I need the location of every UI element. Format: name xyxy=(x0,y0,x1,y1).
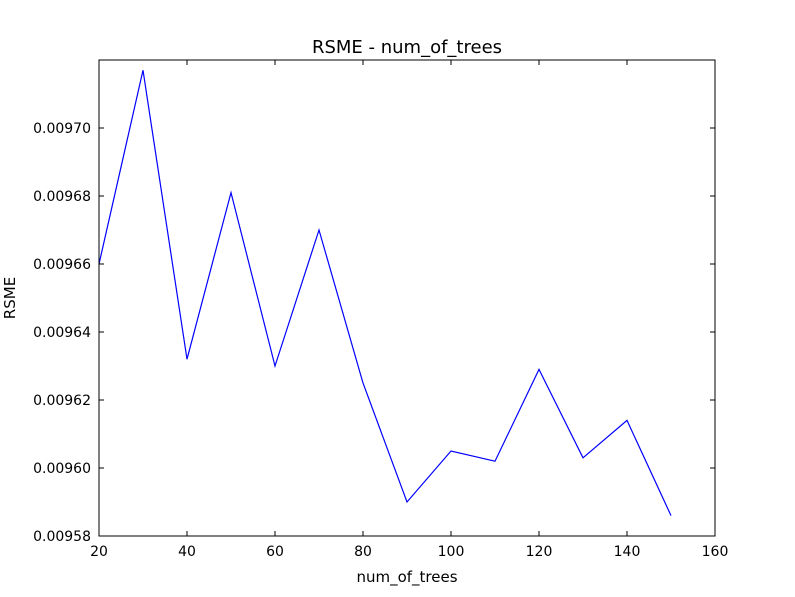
x-tick-label: 100 xyxy=(438,544,465,560)
series-line-0 xyxy=(98,70,672,516)
x-tick-label: 80 xyxy=(354,544,372,560)
axes-frame xyxy=(98,59,716,537)
y-tick-label: 0.00968 xyxy=(33,189,91,205)
chart-title: RSME - num_of_trees xyxy=(312,37,502,58)
x-tick-label: 160 xyxy=(702,544,729,560)
x-tick-label: 40 xyxy=(178,544,196,560)
x-tick-label: 140 xyxy=(614,544,641,560)
y-axis-title: RSME xyxy=(1,277,19,319)
plot-area xyxy=(98,70,672,516)
y-tick-label: 0.00966 xyxy=(33,257,91,273)
y-tick-label: 0.00962 xyxy=(33,393,91,409)
x-tick-label: 20 xyxy=(90,544,108,560)
y-tick-label: 0.00970 xyxy=(33,121,91,137)
x-tick-label: 120 xyxy=(526,544,553,560)
x-tick-label: 60 xyxy=(266,544,284,560)
x-axis-title: num_of_trees xyxy=(356,568,457,587)
y-tick-label: 0.00964 xyxy=(33,325,91,341)
axis-ticks: 20 40 60 80 100 120 140 160 0.00958 0.00960 0.0096… xyxy=(33,60,728,560)
y-tick-label: 0.00958 xyxy=(33,529,91,545)
y-tick-label: 0.00960 xyxy=(33,461,91,477)
